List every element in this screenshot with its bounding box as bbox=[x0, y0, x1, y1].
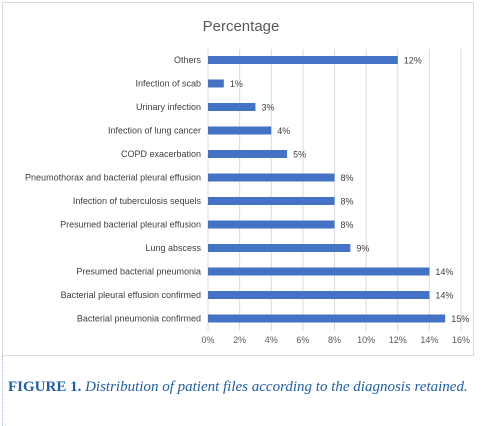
data-label: 9% bbox=[356, 244, 369, 254]
data-label: 12% bbox=[404, 56, 422, 66]
category-label: COPD exacerbation bbox=[121, 149, 201, 159]
data-label: 14% bbox=[435, 267, 453, 277]
data-label: 8% bbox=[341, 173, 354, 183]
category-label: Infection of tuberculosis sequels bbox=[73, 196, 202, 206]
bar bbox=[208, 314, 446, 323]
chart-frame: Percentage 0% 2% 4% 6% 8% 10% 12% 14% 16% Others 1… bbox=[2, 2, 474, 356]
x-tick-label: 4% bbox=[265, 335, 278, 345]
category-label: Infection of scab bbox=[135, 79, 201, 89]
data-label: 8% bbox=[341, 220, 354, 230]
x-tick-label: 8% bbox=[328, 335, 341, 345]
bar bbox=[208, 126, 272, 135]
x-tick-label: 0% bbox=[201, 335, 214, 345]
bar bbox=[208, 291, 430, 299]
x-tick-label: 2% bbox=[233, 335, 246, 345]
figure-caption: FIGURE 1. Distribution of patient files … bbox=[8, 378, 478, 397]
bar bbox=[208, 150, 288, 158]
caption-label: FIGURE 1. bbox=[8, 379, 82, 395]
labels: 0% 2% 4% 6% 8% 10% 12% 14% 16% Others 12% Infection… bbox=[25, 55, 470, 345]
gridlines bbox=[207, 49, 462, 331]
data-label: 1% bbox=[230, 79, 243, 89]
caption-text: Distribution of patient files according … bbox=[85, 379, 468, 395]
category-label: Bacterial pleural effusion confirmed bbox=[61, 290, 201, 300]
margin-rule bbox=[2, 356, 3, 426]
bar-chart: Percentage 0% 2% 4% 6% 8% 10% 12% 14% 16% Others 1… bbox=[25, 18, 470, 345]
category-label: Presumed bacterial pleural effusion bbox=[60, 220, 201, 230]
data-label: 5% bbox=[293, 150, 306, 160]
bar bbox=[208, 173, 335, 182]
category-label: Bacterial pneumonia confirmed bbox=[77, 314, 201, 324]
category-label: Pneumothorax and bacterial pleural effus… bbox=[25, 173, 201, 183]
bars bbox=[208, 56, 446, 323]
data-label: 15% bbox=[451, 314, 469, 324]
x-tick-label: 10% bbox=[357, 335, 375, 345]
bar bbox=[208, 220, 335, 229]
category-label: Lung abscess bbox=[145, 243, 201, 253]
x-tick-label: 16% bbox=[452, 335, 470, 345]
category-label: Presumed bacterial pneumonia bbox=[76, 267, 201, 277]
bar bbox=[208, 244, 351, 252]
x-tick-label: 6% bbox=[296, 335, 309, 345]
data-label: 4% bbox=[277, 126, 290, 136]
bar bbox=[208, 56, 398, 64]
data-label: 8% bbox=[341, 197, 354, 207]
x-tick-label: 12% bbox=[389, 335, 407, 345]
bar bbox=[208, 79, 224, 88]
category-label: Others bbox=[174, 55, 202, 65]
x-tick-label: 14% bbox=[420, 335, 438, 345]
data-label: 14% bbox=[435, 291, 453, 301]
category-label: Infection of lung cancer bbox=[108, 126, 201, 136]
chart-title: Percentage bbox=[203, 18, 280, 35]
bar bbox=[208, 267, 430, 276]
bar bbox=[208, 103, 256, 111]
category-label: Urinary infection bbox=[136, 102, 201, 112]
data-label: 3% bbox=[261, 103, 274, 113]
bar bbox=[208, 197, 335, 205]
